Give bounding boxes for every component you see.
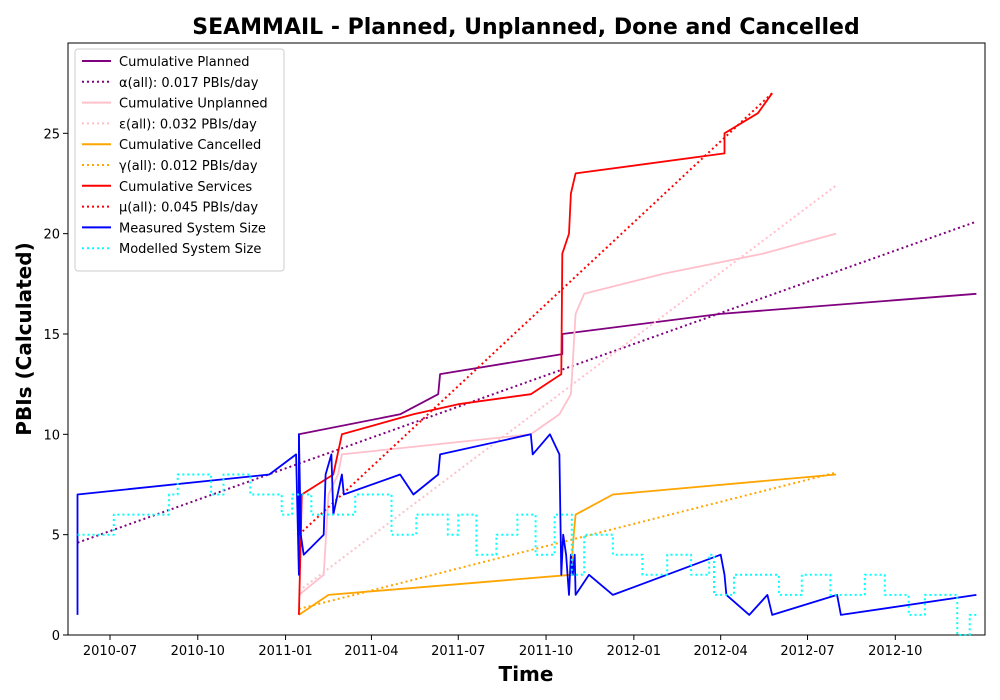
legend-label-1: α(all): 0.017 PBIs/day	[119, 76, 259, 91]
plot-frame	[67, 42, 986, 636]
legend-box	[74, 48, 285, 272]
x-tick-label: 2012-10	[868, 644, 922, 659]
y-tick-label: 20	[43, 228, 60, 243]
x-tick-label: 2010-10	[171, 644, 225, 659]
x-tick-label: 2012-04	[694, 644, 748, 659]
legend-label-7: μ(all): 0.045 PBIs/day	[119, 201, 258, 216]
series-layer	[76, 92, 977, 636]
series-line-5	[298, 471, 837, 610]
y-axis-label: PBIs (Calculated)	[12, 242, 36, 435]
series-line-1	[77, 220, 977, 544]
legend-label-5: γ(all): 0.012 PBIs/day	[119, 159, 258, 174]
y-axis: 0 5 10 15 20 25	[43, 127, 68, 644]
series-line-6	[298, 92, 773, 615]
x-tick-label: 2011-10	[519, 644, 573, 659]
legend: Cumulative Planned α(all): 0.017 PBIs/day…	[74, 48, 285, 272]
x-axis-label: Time	[499, 662, 554, 686]
x-axis: 2010-07 2010-10 2011-01 2011-04 2011-07 2011-…	[83, 635, 922, 659]
chart-title: SEAMMAIL - Planned, Unplanned, Done and …	[192, 15, 859, 40]
y-tick-label: 0	[52, 629, 60, 644]
x-tick-label: 2012-01	[607, 644, 661, 659]
series-line-2	[298, 232, 837, 596]
x-tick-label: 2011-04	[344, 644, 398, 659]
legend-label-6: Cumulative Services	[119, 180, 252, 195]
series-line-8	[76, 433, 977, 616]
series-line-9	[77, 473, 977, 636]
y-tick-label: 10	[43, 428, 60, 443]
series-line-0	[298, 292, 977, 515]
y-tick-label: 15	[43, 328, 60, 343]
series-line-3	[298, 184, 837, 592]
series-line-4	[298, 473, 837, 616]
legend-label-2: Cumulative Unplanned	[119, 97, 268, 112]
plot-area: 2010-07 2010-10 2011-01 2011-04 2011-07 2011-…	[43, 42, 986, 659]
x-tick-label: 2012-07	[780, 644, 834, 659]
legend-label-3: ε(all): 0.032 PBIs/day	[119, 117, 257, 132]
y-tick-label: 25	[43, 127, 60, 142]
x-tick-label: 2011-01	[258, 644, 312, 659]
legend-label-8: Measured System Size	[119, 221, 266, 236]
x-tick-label: 2011-07	[431, 644, 485, 659]
legend-label-4: Cumulative Cancelled	[119, 138, 261, 153]
series-line-7	[298, 92, 773, 536]
x-tick-label: 2010-07	[83, 644, 137, 659]
legend-label-9: Modelled System Size	[119, 242, 261, 257]
y-tick-label: 5	[52, 529, 60, 544]
legend-label-0: Cumulative Planned	[119, 55, 249, 70]
